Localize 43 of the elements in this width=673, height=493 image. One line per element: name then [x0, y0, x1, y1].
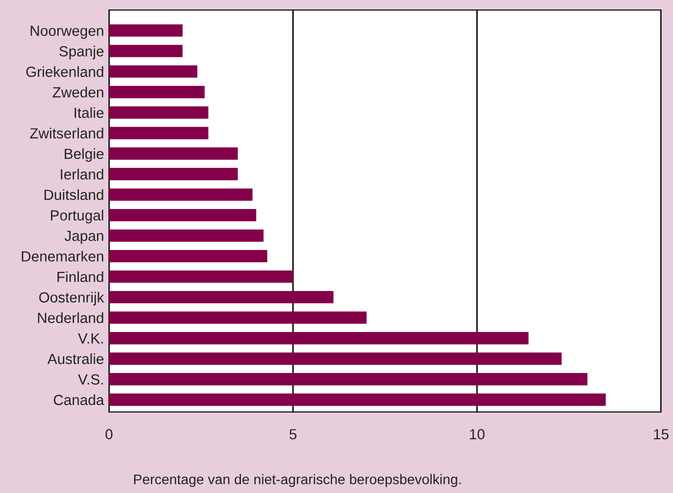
bar	[109, 24, 183, 37]
y-tick-label: Ierland	[60, 168, 104, 180]
bar	[109, 65, 198, 78]
bar	[109, 106, 208, 119]
bar	[109, 126, 208, 140]
y-tick-label: Spanje	[59, 46, 104, 60]
y-tick-label: Duitsland	[44, 189, 104, 200]
y-tick-label: Oostenrijk	[39, 292, 104, 306]
bar	[109, 188, 253, 201]
y-tick-label: Griekenland	[26, 66, 104, 77]
x-tick-label: 10	[470, 429, 485, 440]
y-tick-label: V.S.	[78, 374, 103, 385]
y-tick-label: Noorwegen	[30, 26, 104, 39]
y-tick-label: Zwitserland	[30, 128, 104, 138]
y-tick-label: Australie	[47, 353, 104, 364]
bar	[109, 332, 529, 344]
bar	[109, 208, 256, 222]
bar	[109, 147, 238, 160]
y-tick-label: V.K.	[78, 333, 103, 344]
x-axis-title: Percentage van de niet-agrarische beroepsbevolking.	[134, 474, 461, 487]
bar	[109, 86, 205, 98]
y-tick-label: Zweden	[52, 86, 104, 98]
y-tick-label: Portugal	[51, 210, 104, 224]
y-tick-label: Denemarken	[22, 250, 104, 262]
bar	[109, 352, 562, 365]
x-tick-label: 5	[290, 429, 296, 440]
bar	[109, 270, 293, 283]
bar	[109, 168, 238, 180]
bar	[109, 229, 264, 242]
bar	[109, 250, 268, 262]
bar	[109, 44, 183, 58]
y-tick-label: Nederland	[38, 312, 104, 324]
y-tick-label: Canada	[54, 394, 104, 406]
bar	[109, 290, 334, 304]
x-tick-label: 0	[106, 429, 112, 440]
bar	[109, 312, 367, 324]
y-tick-label: Italie	[74, 107, 104, 118]
x-tick-label: 15	[654, 429, 668, 440]
y-tick-label: Japan	[64, 230, 104, 244]
y-tick-label: Finland	[58, 271, 104, 282]
y-tick-label: Belgie	[64, 148, 104, 162]
bar	[109, 373, 588, 386]
bar	[109, 394, 606, 406]
